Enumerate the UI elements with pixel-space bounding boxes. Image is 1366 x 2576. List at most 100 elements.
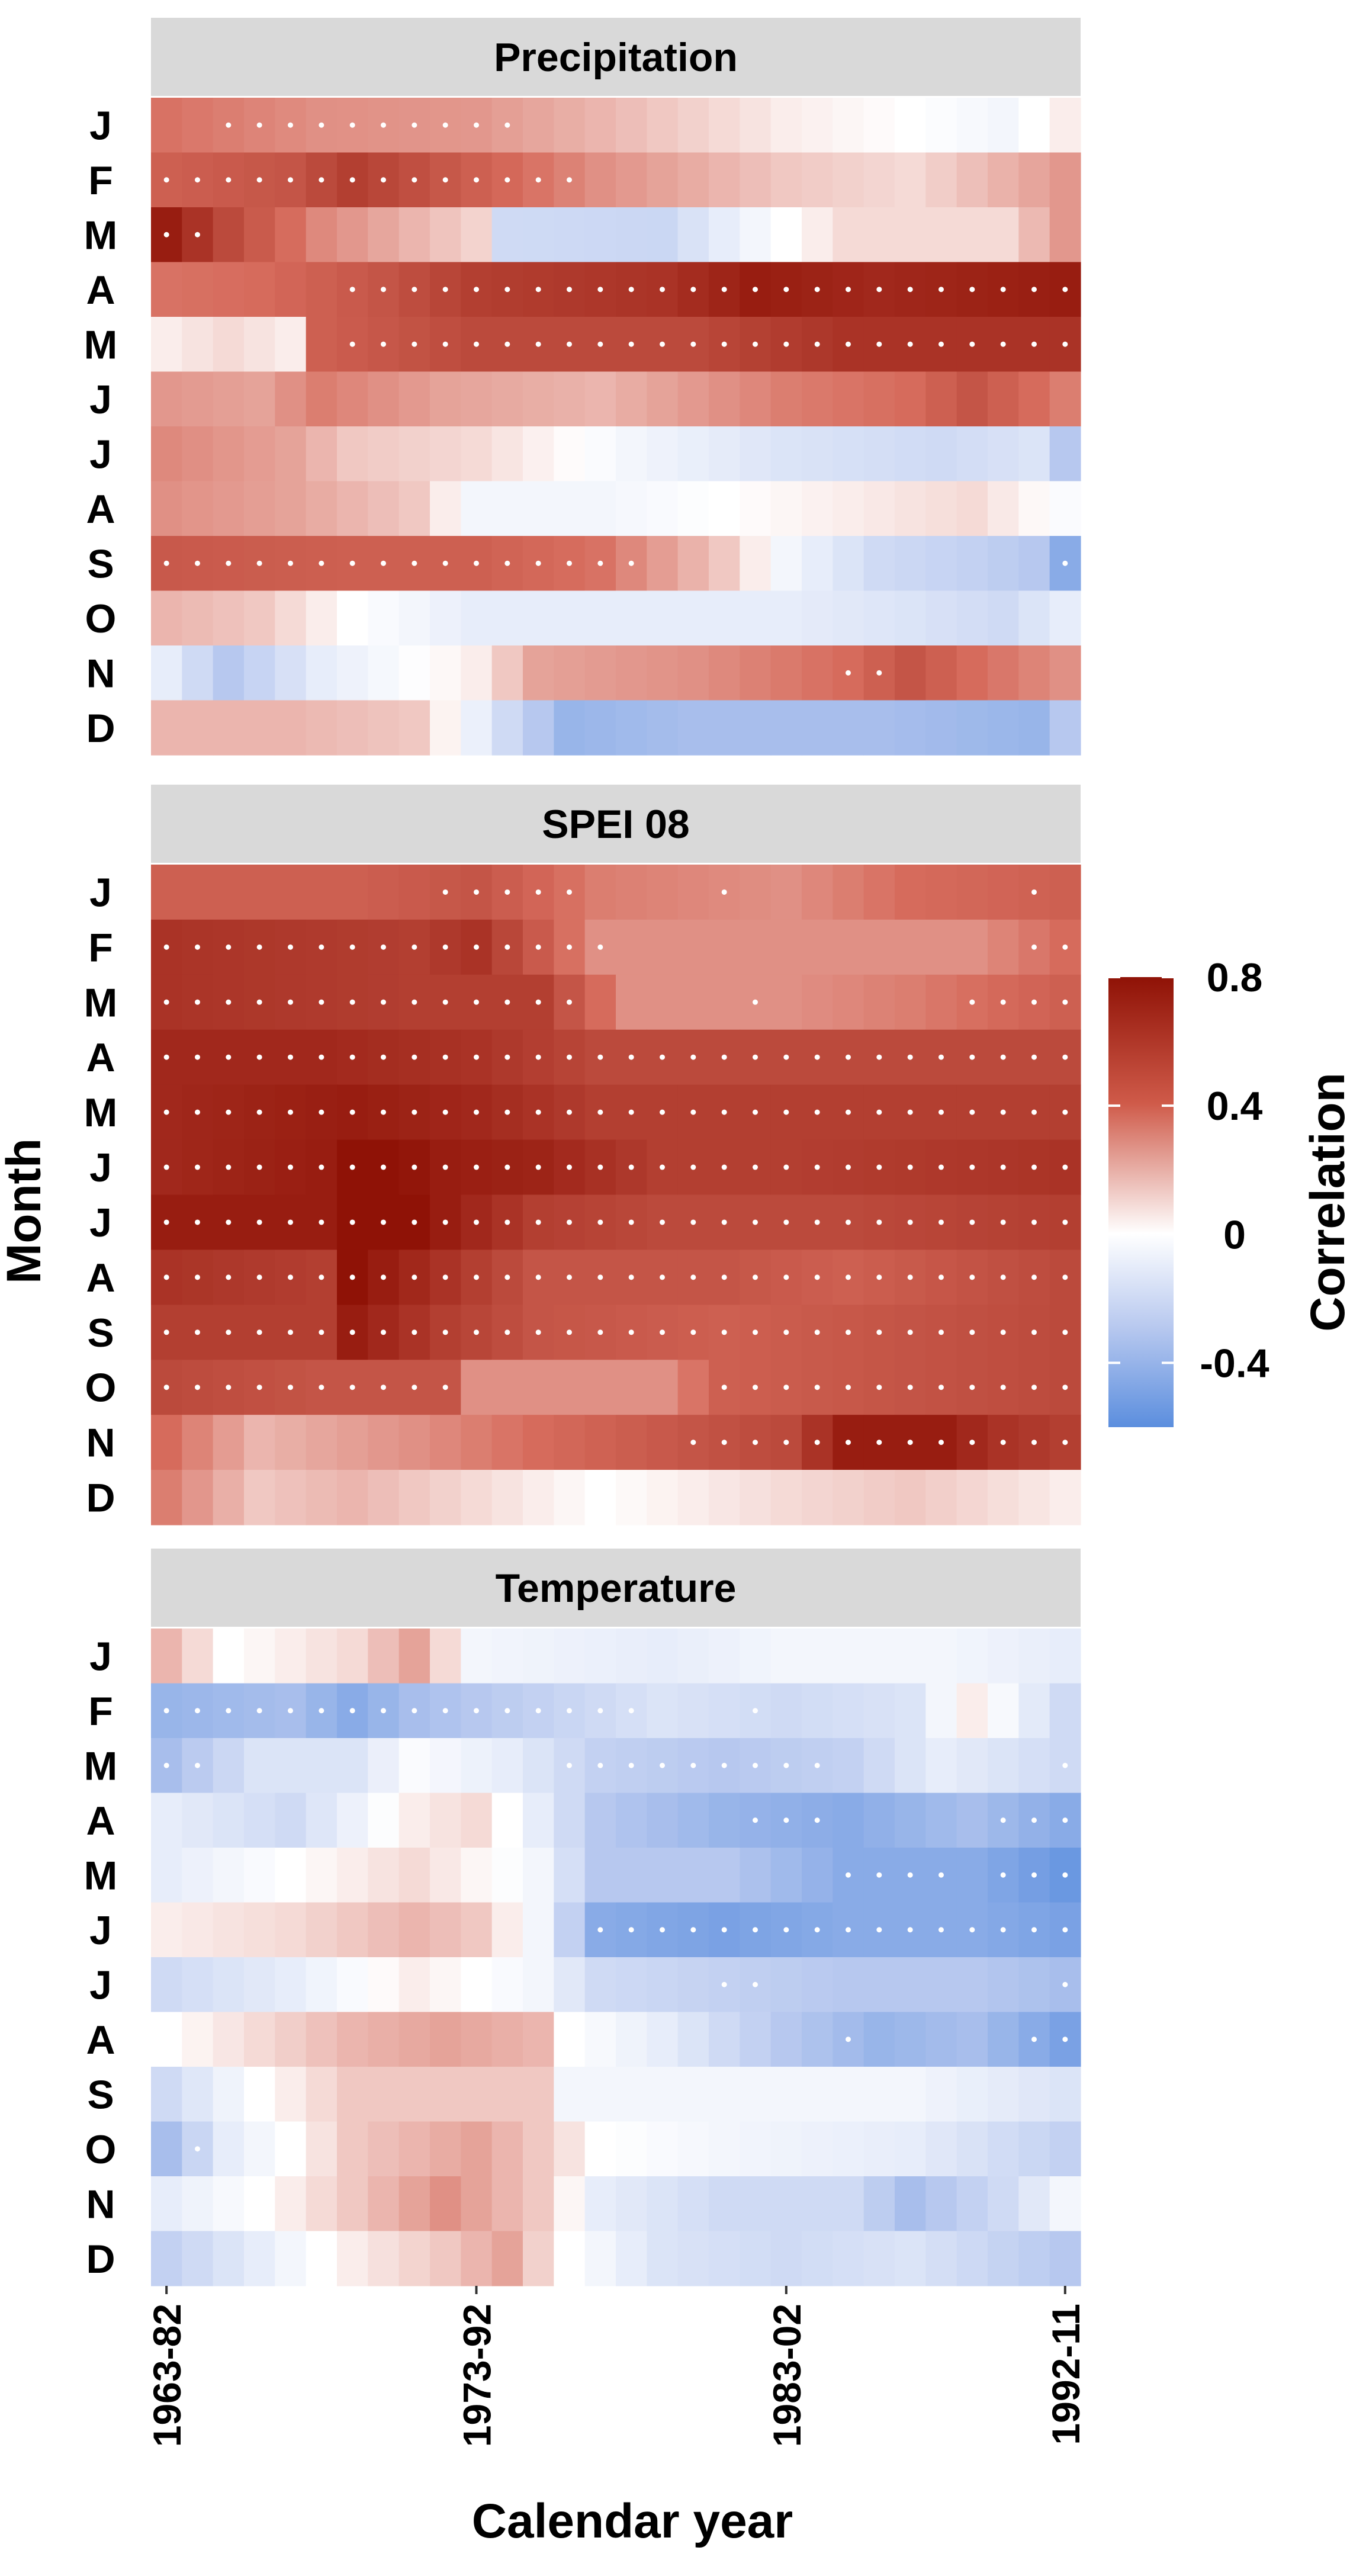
- heatmap-cell: [833, 207, 864, 263]
- heatmap-cell: [647, 919, 679, 975]
- heatmap-cell: [925, 2176, 957, 2232]
- significance-marker: [319, 999, 324, 1005]
- x-tick-label: 1992-11: [1044, 2304, 1088, 2445]
- significance-marker: [783, 1385, 789, 1390]
- heatmap-cell: [461, 1793, 493, 1848]
- heatmap-cell: [709, 700, 740, 756]
- significance-marker: [288, 1164, 293, 1170]
- heatmap-cell: [306, 262, 338, 317]
- heatmap-cell: [430, 1629, 461, 1684]
- significance-marker: [442, 1385, 448, 1390]
- heatmap-cell: [275, 2067, 307, 2122]
- heatmap-cell: [895, 536, 926, 592]
- significance-marker: [938, 341, 944, 347]
- heatmap-cell: [554, 1629, 586, 1684]
- heatmap-cell: [275, 590, 307, 646]
- heatmap-cell: [863, 1793, 895, 1848]
- significance-marker: [288, 999, 293, 1005]
- heatmap-cell: [584, 98, 616, 153]
- heatmap-cell: [461, 700, 493, 756]
- significance-marker: [195, 1329, 200, 1335]
- significance-marker: [690, 1164, 696, 1170]
- significance-marker: [814, 1385, 820, 1390]
- heatmap-cell: [182, 2231, 214, 2286]
- significance-marker: [195, 232, 200, 237]
- heatmap-cell: [833, 98, 864, 153]
- heatmap-cell: [677, 426, 709, 482]
- heatmap-cell: [306, 371, 338, 427]
- significance-marker: [163, 1164, 169, 1170]
- heatmap-cell: [461, 2176, 493, 2232]
- significance-marker: [504, 999, 510, 1005]
- heatmap-cell: [491, 426, 523, 482]
- heatmap-cell: [802, 1683, 833, 1739]
- significance-marker: [753, 1164, 758, 1170]
- significance-marker: [163, 944, 169, 950]
- heatmap-cell: [244, 1415, 275, 1470]
- significance-marker: [876, 1927, 882, 1933]
- heatmap-cell: [709, 152, 740, 208]
- heatmap-cell: [925, 2231, 957, 2286]
- heatmap-cell: [677, 2231, 709, 2286]
- heatmap-cell: [523, 1470, 554, 1525]
- heatmap-cell: [988, 1470, 1019, 1525]
- significance-marker: [907, 1329, 913, 1335]
- significance-marker: [567, 287, 572, 293]
- significance-marker: [474, 1708, 479, 1714]
- heatmap-cell: [770, 207, 802, 263]
- heatmap-cell: [1049, 1629, 1081, 1684]
- heatmap-cell: [647, 1957, 679, 2013]
- panel-header: [151, 785, 1081, 863]
- heatmap-cell: [1018, 536, 1050, 592]
- heatmap-cell: [368, 1470, 400, 1525]
- significance-marker: [1031, 341, 1037, 347]
- significance-marker: [1031, 287, 1037, 293]
- significance-marker: [412, 1329, 417, 1335]
- significance-marker: [442, 1219, 448, 1225]
- heatmap-cell: [151, 2121, 182, 2177]
- heatmap-cell: [616, 2012, 647, 2067]
- significance-marker: [1031, 1274, 1037, 1280]
- heatmap-cell: [461, 2067, 493, 2122]
- significance-marker: [721, 1274, 727, 1280]
- heatmap-cell: [491, 645, 523, 701]
- heatmap-cell: [337, 1629, 368, 1684]
- heatmap-cell: [647, 1793, 679, 1848]
- heatmap-cell: [554, 1470, 586, 1525]
- heatmap-cell: [1018, 152, 1050, 208]
- significance-marker: [535, 177, 541, 183]
- significance-marker: [163, 1708, 169, 1714]
- heatmap-cell: [1018, 645, 1050, 701]
- significance-marker: [846, 670, 851, 676]
- significance-marker: [690, 1762, 696, 1768]
- heatmap-cell: [895, 919, 926, 975]
- heatmap-cell: [275, 426, 307, 482]
- heatmap-cell: [616, 207, 647, 263]
- significance-marker: [938, 1329, 944, 1335]
- significance-marker: [1031, 1329, 1037, 1335]
- heatmap-cell: [275, 2231, 307, 2286]
- heatmap-cell: [647, 1629, 679, 1684]
- significance-marker: [195, 944, 200, 950]
- heatmap-cell: [337, 1415, 368, 1470]
- month-label: S: [87, 541, 114, 586]
- heatmap-cell: [491, 1957, 523, 2013]
- significance-marker: [846, 341, 851, 347]
- heatmap-cell: [306, 2176, 338, 2232]
- heatmap-cell: [151, 2231, 182, 2286]
- heatmap-cell: [398, 1957, 430, 2013]
- heatmap-cell: [244, 1848, 275, 1903]
- significance-marker: [349, 944, 355, 950]
- heatmap-cell: [740, 536, 772, 592]
- significance-marker: [690, 1054, 696, 1060]
- significance-marker: [349, 1708, 355, 1714]
- heatmap-cell: [863, 371, 895, 427]
- significance-marker: [226, 177, 232, 183]
- heatmap-cell: [554, 2121, 586, 2177]
- significance-marker: [753, 1054, 758, 1060]
- heatmap-cell: [925, 1470, 957, 1525]
- significance-marker: [442, 1329, 448, 1335]
- heatmap-cell: [709, 2067, 740, 2122]
- heatmap-cell: [306, 1629, 338, 1684]
